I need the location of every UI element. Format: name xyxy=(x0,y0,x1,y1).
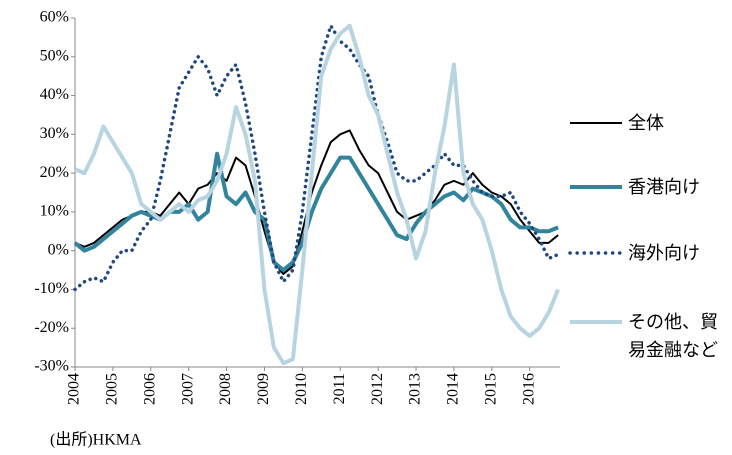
y-tick-label: 30% xyxy=(40,125,69,142)
y-tick-label: 0% xyxy=(48,241,69,258)
y-tick-label: -10% xyxy=(34,280,69,297)
x-tick-label: 2011 xyxy=(331,373,348,404)
x-tick-label: 2010 xyxy=(293,373,310,405)
legend-label: その他、貿易金融など xyxy=(628,312,718,361)
legend-label: 香港向け xyxy=(628,177,700,198)
source-note: (出所)HKMA xyxy=(50,431,142,449)
y-tick-label: 20% xyxy=(40,164,69,181)
series-line xyxy=(74,23,560,366)
y-tick-label: 50% xyxy=(40,47,69,64)
x-tick-label: 2008 xyxy=(217,373,234,405)
y-tick-label: -30% xyxy=(34,358,69,375)
x-tick-label: 2016 xyxy=(520,373,537,405)
series-line xyxy=(73,24,560,292)
x-tick-label: 2005 xyxy=(104,373,121,405)
x-tick-label: 2012 xyxy=(369,373,386,405)
y-tick-label: 60% xyxy=(40,9,69,26)
x-tick-label: 2007 xyxy=(179,373,196,405)
y-tick-label: 10% xyxy=(40,203,69,220)
x-tick-label: 2013 xyxy=(407,373,424,405)
legend-label: 全体 xyxy=(628,113,664,134)
x-tick-label: 2006 xyxy=(141,373,158,405)
y-tick-label: -20% xyxy=(34,319,69,336)
x-tick-label: 2014 xyxy=(445,373,462,405)
legend-label: 海外向け xyxy=(628,243,700,264)
x-tick-label: 2015 xyxy=(482,373,499,405)
x-tick-label: 2004 xyxy=(66,373,83,405)
y-tick-label: 40% xyxy=(40,86,69,103)
x-tick-label: 2009 xyxy=(255,373,272,405)
